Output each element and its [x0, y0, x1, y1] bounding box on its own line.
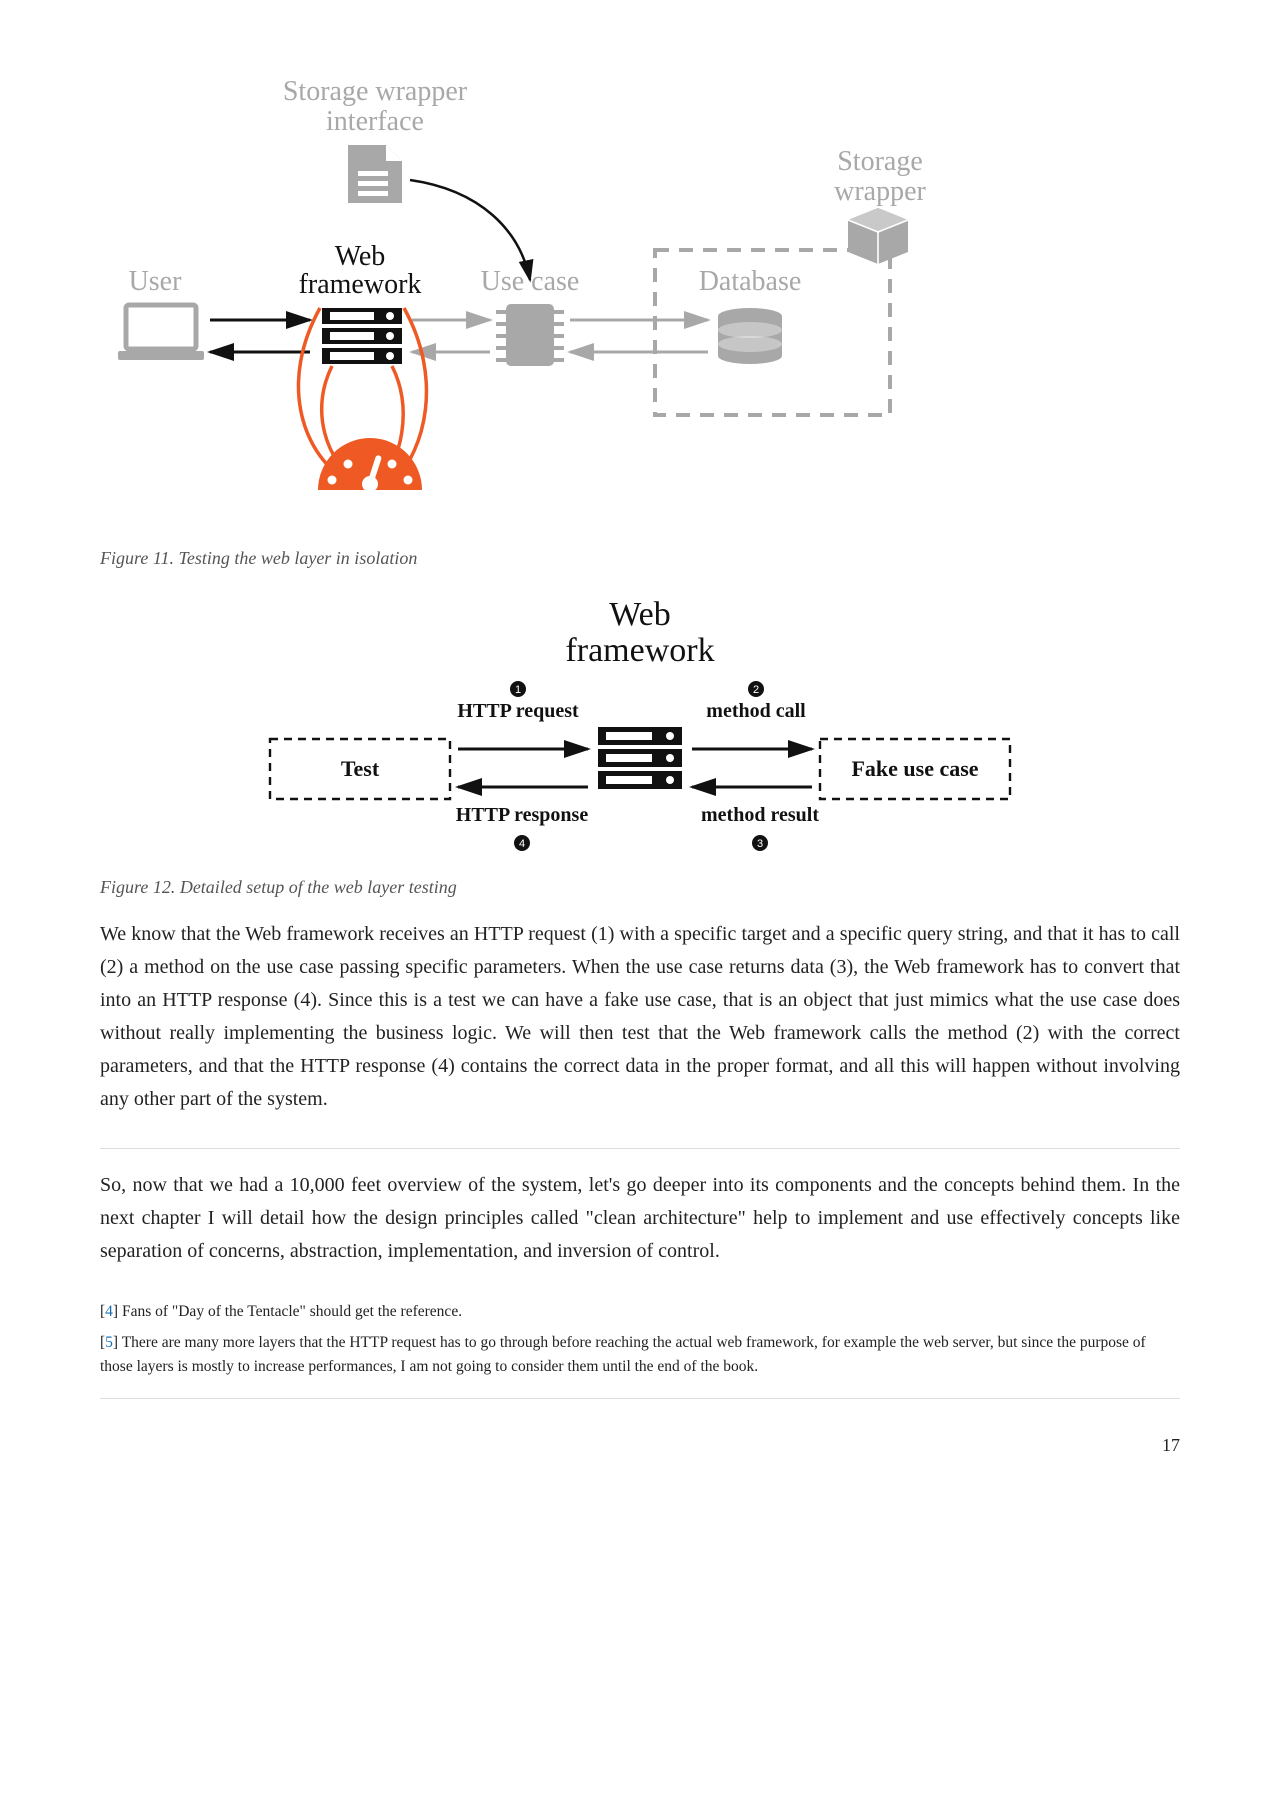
separator-1: [100, 1148, 1180, 1149]
callout-2: 2: [748, 681, 764, 697]
label-fake: Fake use case: [851, 756, 978, 781]
callout-4: 4: [514, 835, 530, 851]
database-icon: [718, 308, 782, 364]
figure-11-diagram: Storage wrapper interface User Web frame…: [100, 60, 1180, 540]
label-database: Database: [699, 266, 802, 297]
footnote-4-num[interactable]: 4: [105, 1303, 113, 1320]
label-storage-interface-2: interface: [326, 106, 424, 137]
separator-2: [100, 1398, 1180, 1399]
figure-11-caption: Figure 11. Testing the web layer in isol…: [100, 548, 1180, 569]
label-storage-wrap-2: wrapper: [834, 176, 926, 207]
callout-3: 3: [752, 835, 768, 851]
label-usecase: Use case: [481, 266, 580, 297]
label-storage-interface-1: Storage wrapper: [283, 76, 468, 107]
page-number: 17: [100, 1435, 1180, 1456]
label-web-title-1: Web: [609, 596, 670, 633]
footnote-5-num[interactable]: 5: [105, 1334, 113, 1351]
footnote-5: [5] There are many more layers that the …: [100, 1331, 1180, 1378]
footnote-4: [4] Fans of "Day of the Tentacle" should…: [100, 1300, 1180, 1323]
figure-11: Storage wrapper interface User Web frame…: [100, 60, 1180, 569]
figure-12-caption: Figure 12. Detailed setup of the web lay…: [100, 877, 1180, 898]
cube-icon: [848, 208, 908, 264]
server-icon: [322, 308, 402, 364]
label-http-request: HTTP request: [457, 700, 579, 722]
svg-text:1: 1: [515, 684, 521, 696]
label-web-title-2: framework: [565, 632, 714, 669]
label-web-2: framework: [299, 269, 422, 300]
label-web-1: Web: [335, 241, 386, 272]
figure-12: Web framework Test Fake use case: [100, 589, 1180, 898]
callout-1: 1: [510, 681, 526, 697]
server-icon-small: [598, 727, 682, 789]
label-user: User: [129, 266, 183, 297]
label-http-response: HTTP response: [456, 804, 589, 826]
svg-text:4: 4: [519, 838, 525, 850]
footnote-4-text: Fans of "Day of the Tentacle" should get…: [118, 1303, 462, 1320]
paragraph-1: We know that the Web framework receives …: [100, 918, 1180, 1116]
label-method-call: method call: [706, 700, 806, 722]
label-storage-wrap-1: Storage: [837, 146, 923, 177]
figure-12-diagram: Web framework Test Fake use case: [100, 589, 1180, 869]
label-method-result: method result: [701, 804, 819, 826]
document-icon: [348, 145, 402, 203]
footnote-5-text: There are many more layers that the HTTP…: [100, 1334, 1146, 1374]
paragraph-2: So, now that we had a 10,000 feet overvi…: [100, 1169, 1180, 1268]
laptop-icon: [118, 305, 204, 360]
svg-text:3: 3: [757, 838, 763, 850]
chip-icon: [496, 304, 564, 366]
svg-text:2: 2: [753, 684, 759, 696]
label-test: Test: [341, 756, 380, 781]
